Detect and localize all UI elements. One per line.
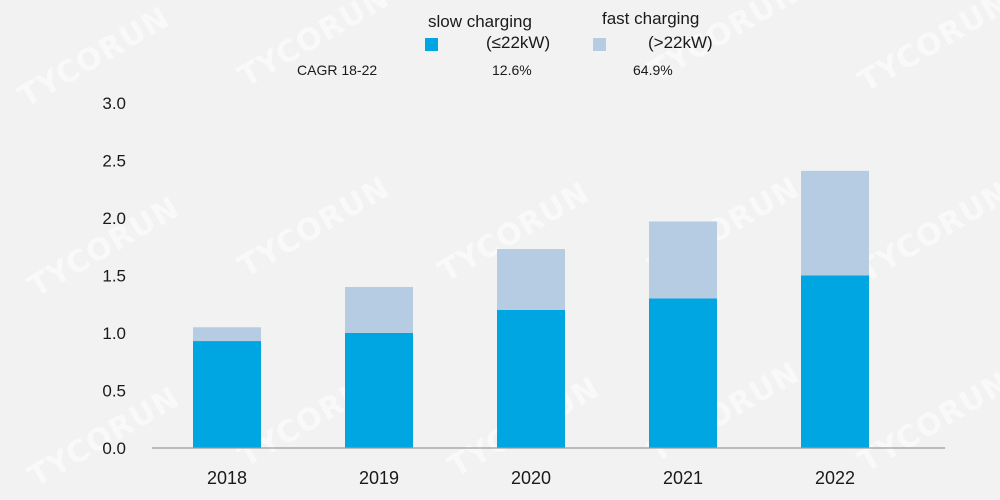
bar-slow-2018 [193,341,261,448]
cagr-slow-value: 12.6% [492,62,532,78]
cagr-fast-value: 64.9% [633,62,673,78]
legend-fast-swatch [593,38,606,51]
y-axis-ticks: 0.0 0.5 1.0 1.5 2.0 2.5 3.0 [102,94,126,458]
cagr-label: CAGR 18-22 [297,62,378,78]
legend-slow-swatch [425,38,438,51]
x-tick-label-2021: 2021 [663,468,703,488]
y-tick-label: 3.0 [102,94,126,113]
legend-slow-label: slow charging [428,12,532,31]
bar-fast-2022 [801,170,869,276]
legend-slow-sublabel: (≤22kW) [486,33,551,52]
y-tick-label: 2.5 [102,152,126,171]
bar-fast-2019 [345,287,413,333]
x-tick-label-2022: 2022 [815,468,855,488]
x-tick-label-2019: 2019 [359,468,399,488]
x-tick-label-2018: 2018 [207,468,247,488]
bar-slow-2019 [345,333,413,448]
bar-slow-2021 [649,298,717,448]
bars [193,170,869,448]
bar-fast-2018 [193,327,261,342]
legend-fast-label: fast charging [602,9,700,28]
y-tick-label: 1.0 [102,324,126,343]
bar-fast-2020 [497,249,565,310]
bar-slow-2020 [497,310,565,448]
y-tick-label: 1.5 [102,267,126,286]
legend-fast-sublabel: (>22kW) [648,33,713,52]
x-axis-ticks: 2018 2019 2020 2021 2022 [207,468,855,488]
y-tick-label: 2.0 [102,209,126,228]
x-tick-label-2020: 2020 [511,468,551,488]
y-tick-label: 0.0 [102,439,126,458]
bar-slow-2022 [801,275,869,448]
bar-fast-2021 [649,221,717,299]
y-tick-label: 0.5 [102,382,126,401]
